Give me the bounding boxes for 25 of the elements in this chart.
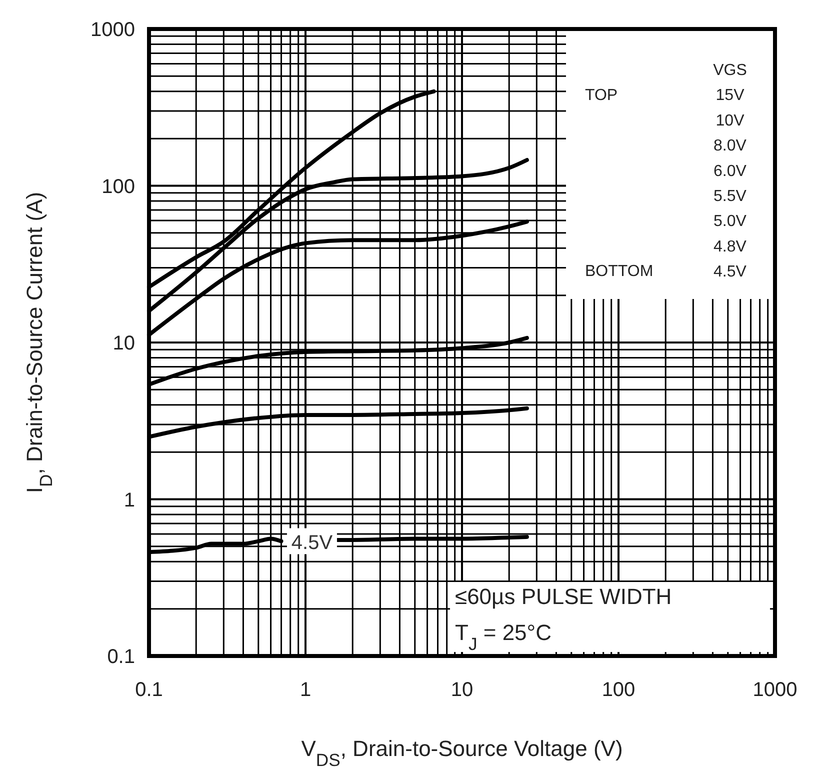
annotation: 10V	[716, 112, 745, 130]
annotation: 15V	[716, 87, 745, 104]
x-axis-title: V$_{DS}$, Drain-to-Source Voltage (V)	[301, 736, 623, 770]
x-tick-label: 0.1	[135, 679, 163, 701]
annotation: 5.0V	[714, 213, 747, 230]
annotation: BOTTOM	[585, 263, 654, 280]
y-tick-label: 10	[112, 332, 135, 354]
series-label: 4.5V	[291, 532, 334, 554]
annotation: ≤60µs PULSE WIDTH	[455, 584, 672, 609]
annotation: 4.5V	[714, 264, 747, 281]
y-tick-label: 1	[124, 489, 135, 512]
x-tick-label: 100	[602, 679, 636, 701]
y-tick-label: 0.1	[107, 646, 135, 668]
y-tick-label: 100	[102, 176, 135, 198]
annotation: 4.8V	[714, 238, 747, 256]
annotation: 5.5V	[714, 188, 747, 205]
annotation: 8.0V	[714, 138, 747, 155]
annotation: VGS	[713, 62, 747, 79]
x-tick-label: 10	[450, 679, 474, 701]
annotation: TOP	[585, 87, 618, 104]
x-tick-label: 1	[300, 679, 312, 701]
y-tick-label: 1000	[90, 19, 135, 41]
x-tick-label: 1000	[752, 679, 798, 701]
annotation: 6.0V	[714, 162, 747, 180]
annotation: T$_{J}$ = 25°C	[455, 620, 552, 654]
